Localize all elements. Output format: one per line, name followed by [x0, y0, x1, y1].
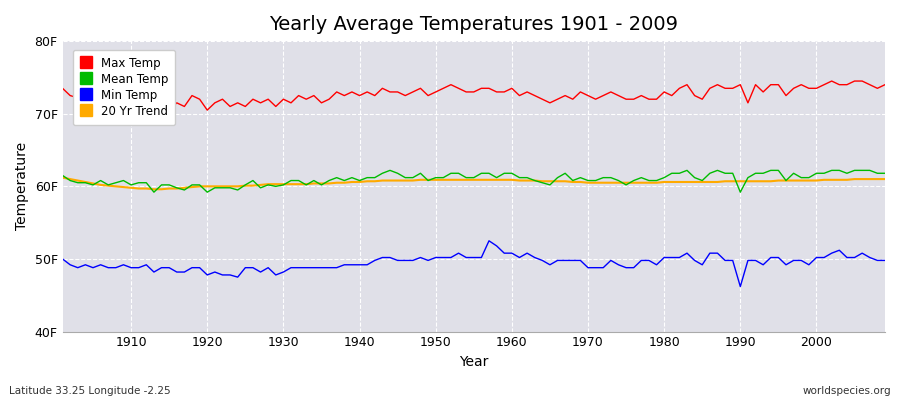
Text: worldspecies.org: worldspecies.org	[803, 386, 891, 396]
Y-axis label: Temperature: Temperature	[15, 142, 29, 230]
Text: Latitude 33.25 Longitude -2.25: Latitude 33.25 Longitude -2.25	[9, 386, 171, 396]
Title: Yearly Average Temperatures 1901 - 2009: Yearly Average Temperatures 1901 - 2009	[269, 15, 679, 34]
X-axis label: Year: Year	[459, 355, 489, 369]
Legend: Max Temp, Mean Temp, Min Temp, 20 Yr Trend: Max Temp, Mean Temp, Min Temp, 20 Yr Tre…	[73, 50, 176, 125]
